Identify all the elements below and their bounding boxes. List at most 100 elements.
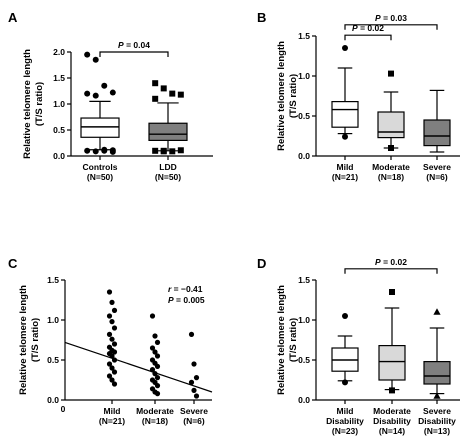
category-label-line: Mild: [337, 406, 354, 416]
outlier-point: [109, 89, 116, 96]
outlier-point: [389, 289, 395, 295]
category-label-line: Moderate: [372, 162, 410, 172]
y-axis-label-line: Relative telomere length: [276, 41, 287, 151]
significance-bracket: P = 0.03: [344, 13, 438, 30]
outlier-point: [433, 308, 441, 315]
y-axis-label-line: (T/S ratio): [288, 318, 299, 362]
scatter-point: [109, 377, 115, 383]
p-value: = 0.02: [358, 23, 385, 33]
category-label: Mild (N=21): [99, 406, 125, 426]
category-label-line: Disability: [418, 416, 456, 426]
scatter-point: [149, 345, 156, 351]
outlier-point: [342, 379, 348, 386]
scatter-point: [106, 313, 113, 319]
significance-bracket: P = 0.02: [344, 257, 438, 274]
scatter-point: [154, 363, 161, 369]
y-tick-label: 0.5: [53, 125, 65, 135]
panel-a: A 0.0 0.5 1.0 1.5 2.0 Relative telomere length…: [8, 10, 213, 182]
category-label-line: (N=50): [87, 172, 113, 182]
category-label-line: Disability: [373, 416, 411, 426]
category-label-line: (N=14): [379, 426, 405, 436]
scatter-point: [191, 387, 197, 393]
scatter-point: [111, 381, 118, 387]
p-value-label: P = 0.04: [118, 40, 150, 50]
outlier-point: [92, 92, 99, 99]
y-tick-label: 0.0: [298, 395, 310, 405]
box-0: [331, 313, 359, 386]
category-label-line: (N=18): [142, 416, 168, 426]
scatter-point: [111, 325, 118, 331]
p-symbol: P: [375, 13, 381, 23]
y-tick-label: 2.0: [53, 47, 65, 57]
y-axis-label-line: (T/S ratio): [288, 74, 299, 118]
scatter-point: [149, 313, 156, 319]
y-axis-label-line: (T/S ratio): [34, 82, 45, 126]
stat-value: = 0.005: [174, 295, 205, 305]
regression-line: [64, 341, 213, 393]
y-axis-label-line: Relative telomere length: [276, 285, 287, 395]
box-body: [331, 100, 359, 128]
box-body: [423, 361, 451, 385]
scatter-group-0: [106, 289, 118, 387]
box-2: [423, 89, 451, 153]
category-label-line: Moderate: [136, 406, 174, 416]
significance-bracket: P = 0.02: [344, 23, 392, 41]
scatter-point: [109, 336, 115, 342]
outlier-point: [177, 147, 184, 154]
outlier-point: [169, 148, 176, 155]
box-body: [148, 122, 188, 141]
y-axis-label-line: (T/S ratio): [30, 318, 41, 362]
panel-letter: A: [8, 10, 18, 25]
outlier-point: [152, 95, 159, 102]
box-body: [378, 345, 406, 381]
outlier-point: [92, 148, 99, 155]
scatter-point: [188, 331, 195, 337]
outlier-point: [84, 90, 91, 97]
box-2: [423, 308, 451, 399]
p-symbol: P: [352, 23, 358, 33]
category-label-line: (N=6): [183, 416, 205, 426]
y-tick-label: 1.0: [53, 99, 65, 109]
y-tick-label: 0.0: [53, 151, 65, 161]
box-body: [377, 111, 405, 139]
outlier-point: [160, 85, 167, 92]
category-label-line: Severe: [180, 406, 208, 416]
outlier-point: [388, 70, 394, 77]
scatter-point: [109, 299, 115, 305]
scatter-point: [154, 391, 161, 397]
scatter-point: [154, 353, 161, 359]
category-label-line: Mild: [337, 162, 354, 172]
category-label-line: Severe: [423, 406, 451, 416]
y-tick-label: 1.5: [53, 73, 65, 83]
category-label-line: Controls: [83, 162, 118, 172]
scatter-group-1: [149, 313, 161, 397]
x-origin-label: 0: [61, 404, 66, 414]
box-1: [377, 70, 405, 151]
outlier-point: [109, 148, 116, 155]
scatter-point: [152, 333, 158, 339]
p-value-label: P = 0.03: [375, 13, 407, 23]
y-tick-label: 0.0: [298, 151, 310, 161]
scatter-point: [111, 369, 118, 375]
outlier-point: [152, 147, 159, 154]
category-label-line: Disability: [326, 416, 364, 426]
y-tick-label: 0.5: [298, 355, 310, 365]
outlier-point: [101, 147, 108, 154]
scatter-point: [154, 383, 161, 389]
box-0: [331, 45, 359, 140]
category-label: LDD (N=50): [155, 162, 181, 182]
box-body: [80, 117, 120, 138]
category-label: Moderate (N=18): [136, 406, 174, 426]
scatter-point: [106, 289, 113, 295]
category-label-line: Moderate: [373, 406, 411, 416]
stat-symbol: P: [168, 295, 174, 305]
y-axis-label-line: Relative telomere length: [18, 285, 29, 395]
outlier-point: [342, 133, 348, 140]
scatter-point: [111, 349, 118, 355]
box-1: [378, 289, 406, 394]
correlation-annotation: r = −0.41: [168, 284, 203, 294]
outlier-point: [342, 313, 348, 319]
bracket-line: [99, 51, 169, 57]
